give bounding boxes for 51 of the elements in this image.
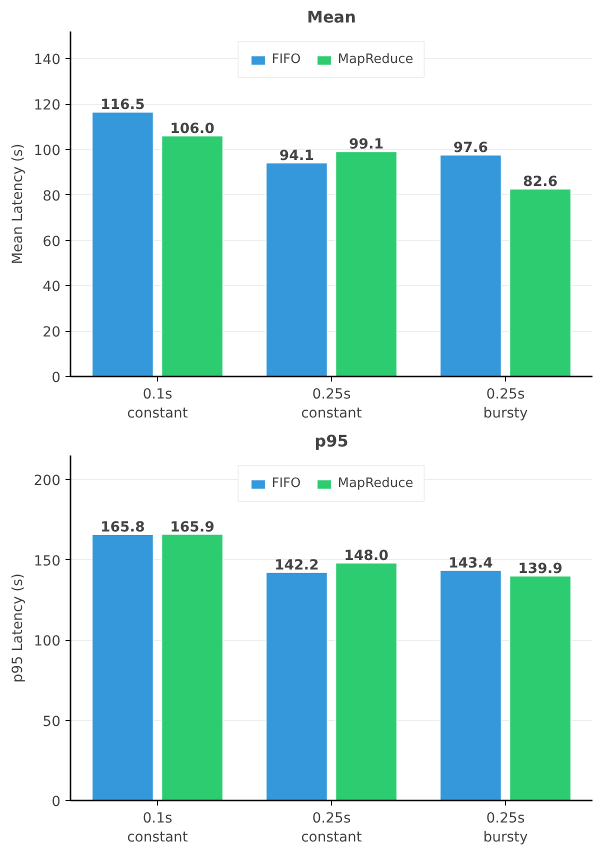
data-label: 82.6 (523, 174, 558, 190)
bar (266, 162, 328, 376)
legend-label: FIFO (272, 476, 301, 491)
bar (266, 572, 328, 800)
y-tick-label: 0 (52, 370, 61, 386)
y-axis-title: Mean Latency (s) (10, 144, 26, 264)
legend-label: MapReduce (338, 476, 414, 491)
bar (161, 534, 224, 800)
data-label: 106.0 (170, 120, 215, 137)
y-tick-label: 140 (34, 52, 61, 68)
bar (161, 135, 224, 376)
bar (92, 112, 154, 376)
legend-label: FIFO (272, 52, 301, 67)
chart-title: Mean (307, 8, 356, 26)
y-axis-title: p95 Latency (s) (10, 573, 26, 683)
bar (440, 570, 502, 800)
bar (440, 154, 502, 376)
data-label: 94.1 (279, 148, 314, 164)
bar (509, 188, 572, 376)
x-tick-label: 0.1s constant (127, 386, 188, 422)
chart-title: p95 (314, 432, 348, 450)
data-label: 116.5 (100, 97, 145, 114)
bar (335, 562, 398, 800)
data-label: 148.0 (344, 548, 389, 564)
data-label: 139.9 (518, 561, 562, 578)
x-tick-label: 0.1s constant (127, 810, 188, 846)
x-tick-label: 0.25s bursty (483, 386, 528, 422)
x-tick-label: 0.25s bursty (483, 810, 528, 846)
y-tick-label: 60 (42, 234, 61, 250)
y-tick-label: 100 (34, 143, 61, 160)
data-label: 142.2 (274, 557, 319, 574)
bar (509, 576, 572, 800)
y-tick-label: 40 (42, 279, 61, 296)
data-label: 97.6 (453, 140, 488, 156)
y-tick-label: 200 (34, 473, 61, 490)
y-tick-label: 100 (34, 634, 61, 650)
x-tick-label: 0.25s constant (301, 386, 362, 422)
bar (92, 534, 154, 800)
data-label: 99.1 (349, 136, 384, 153)
data-label: 143.4 (448, 555, 494, 572)
y-tick-label: 50 (42, 714, 61, 730)
data-label: 165.8 (100, 519, 145, 536)
y-tick-label: 0 (52, 794, 61, 810)
y-tick-label: 120 (34, 98, 61, 114)
y-tick-label: 150 (34, 553, 61, 570)
y-tick-label: 80 (42, 188, 61, 204)
bar (335, 151, 398, 376)
data-label: 165.9 (170, 519, 214, 536)
legend-label: MapReduce (338, 52, 414, 67)
x-tick-label: 0.25s constant (301, 810, 362, 846)
y-tick-label: 20 (42, 324, 61, 341)
